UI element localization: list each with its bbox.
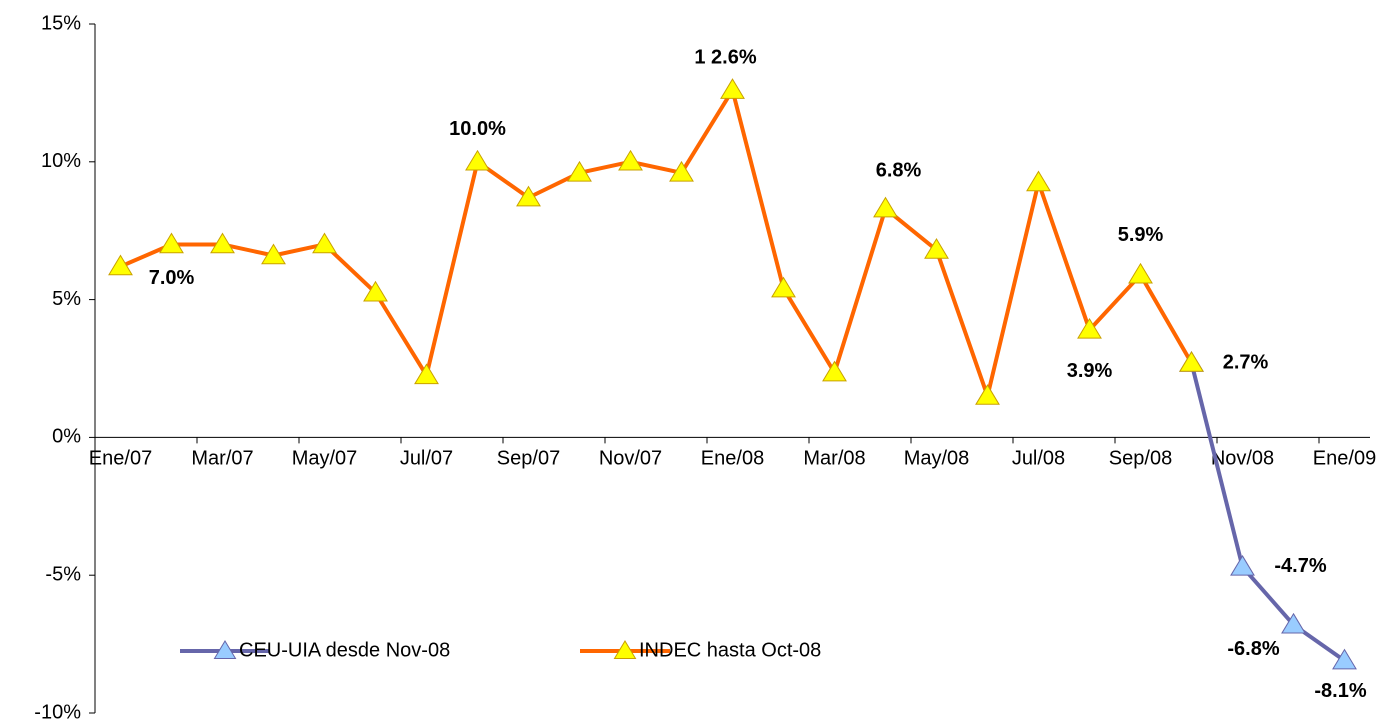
data-label: 3.9% [1067, 360, 1113, 382]
legend-label: CEU-UIA desde Nov-08 [239, 639, 450, 661]
x-tick-label: Jul/07 [400, 448, 453, 470]
marker [414, 363, 439, 385]
legend-marker [213, 640, 237, 659]
marker [1230, 554, 1255, 576]
marker [516, 185, 541, 207]
data-label: 7.0% [149, 267, 195, 289]
marker [873, 196, 898, 218]
data-label: 10.0% [449, 118, 506, 140]
legend-marker [613, 640, 637, 659]
x-tick-label: Ene/09 [1313, 448, 1376, 470]
marker [1332, 648, 1357, 670]
x-tick-label: Nov/08 [1211, 448, 1274, 470]
data-label: -8.1% [1314, 680, 1366, 702]
data-label: -6.8% [1227, 638, 1279, 660]
marker [924, 238, 949, 259]
series-line [1189, 362, 1346, 663]
x-tick-label: Sep/08 [1109, 448, 1172, 470]
y-tick-label: -5% [45, 563, 81, 585]
marker [108, 254, 133, 276]
marker [1179, 351, 1204, 372]
marker [618, 149, 643, 171]
y-tick-label: 5% [52, 288, 81, 310]
x-tick-label: May/07 [292, 448, 358, 470]
marker [1128, 262, 1153, 284]
legend-label: INDEC hasta Oct-08 [639, 639, 821, 661]
marker [210, 232, 235, 254]
marker [771, 276, 796, 298]
x-tick-label: Ene/08 [701, 448, 764, 470]
x-tick-label: Ene/07 [89, 448, 152, 470]
y-tick-label: 15% [41, 12, 81, 34]
marker [312, 232, 337, 254]
x-tick-label: May/08 [904, 448, 970, 470]
marker [261, 243, 286, 265]
y-tick-label: 0% [52, 426, 81, 448]
marker [567, 160, 592, 182]
marker [1077, 317, 1102, 339]
marker [1281, 612, 1306, 634]
series-line [119, 88, 1194, 399]
marker [975, 384, 1000, 405]
x-tick-label: Nov/07 [599, 448, 662, 470]
x-tick-label: Mar/07 [191, 448, 253, 470]
marker [159, 232, 184, 254]
marker [363, 280, 388, 302]
marker [669, 160, 694, 182]
data-label: 1 2.6% [694, 46, 756, 68]
data-label: 6.8% [876, 159, 922, 181]
marker [822, 360, 847, 382]
data-label: 5.9% [1118, 224, 1164, 246]
y-tick-label: -10% [34, 701, 81, 719]
data-label: 2.7% [1223, 351, 1269, 373]
y-tick-label: 10% [41, 150, 81, 172]
data-label: -4.7% [1274, 555, 1326, 577]
x-tick-label: Mar/08 [803, 448, 865, 470]
marker [1026, 170, 1051, 192]
x-tick-label: Jul/08 [1012, 448, 1065, 470]
marker [720, 78, 745, 99]
x-tick-label: Sep/07 [497, 448, 560, 470]
marker [465, 149, 490, 171]
